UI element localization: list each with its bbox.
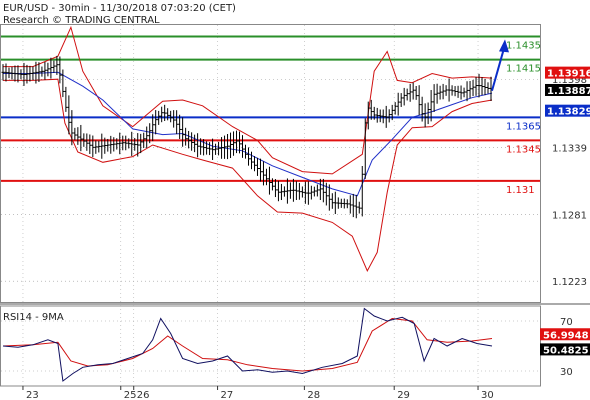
x-tick-label: 30: [481, 390, 494, 400]
y-tick-label: 1.1398: [552, 75, 587, 86]
level-label: 1.1365: [506, 121, 541, 132]
price-panel-frame: [0, 24, 541, 303]
bollinger-upper-line: [3, 25, 493, 175]
forecast-arrow-line: [491, 48, 505, 92]
price-badge-label: 1.13916: [547, 69, 590, 80]
rsi-panel-frame: [0, 305, 541, 387]
rsi-badge: [540, 328, 590, 341]
rsi-panel-title: RSI14 - 9MA: [3, 312, 64, 323]
rsi-badge: [540, 343, 590, 356]
chart-subtitle: Research © TRADING CENTRAL: [3, 15, 160, 26]
x-tick-label: 23: [26, 390, 39, 400]
rsi-badge-label: 56.9948: [543, 330, 589, 341]
price-badge: [545, 66, 590, 79]
level-label: 1.1415: [506, 64, 541, 75]
price-badge-label: 1.13887: [547, 86, 590, 97]
level-label: 1.1435: [506, 41, 541, 52]
price-badge: [545, 83, 590, 96]
bollinger-lower-line: [3, 78, 493, 272]
x-tick-label: 28: [307, 390, 320, 400]
price-badge-label: 1.13829: [547, 107, 590, 118]
chart-title: EUR/USD - 30min - 11/30/2018 07:03:20 (C…: [3, 3, 236, 14]
price-badge: [545, 104, 590, 117]
x-tick-label: 29: [397, 390, 410, 400]
rsi-ma-line: [2, 317, 493, 372]
level-label: 1.1345: [506, 144, 541, 155]
forecast-arrow-head: [499, 39, 509, 53]
rsi-tick-label: 70: [560, 317, 573, 328]
y-tick-label: 1.1339: [552, 143, 587, 154]
rsi-line: [2, 307, 493, 382]
x-tick-label: 26: [137, 390, 150, 400]
level-label: 1.131: [506, 185, 535, 196]
rsi-tick-label: 30: [560, 367, 573, 378]
x-tick-label: 25: [124, 390, 137, 400]
rsi-badge-label: 50.4825: [543, 345, 589, 356]
chart-layer: 1.1398 1.1339 1.1281 1.1223 70 30 23 25 26 27 28 29…: [0, 24, 590, 400]
x-tick-label: 27: [221, 390, 234, 400]
y-tick-label: 1.1223: [552, 277, 587, 288]
y-tick-label: 1.1281: [552, 210, 587, 221]
